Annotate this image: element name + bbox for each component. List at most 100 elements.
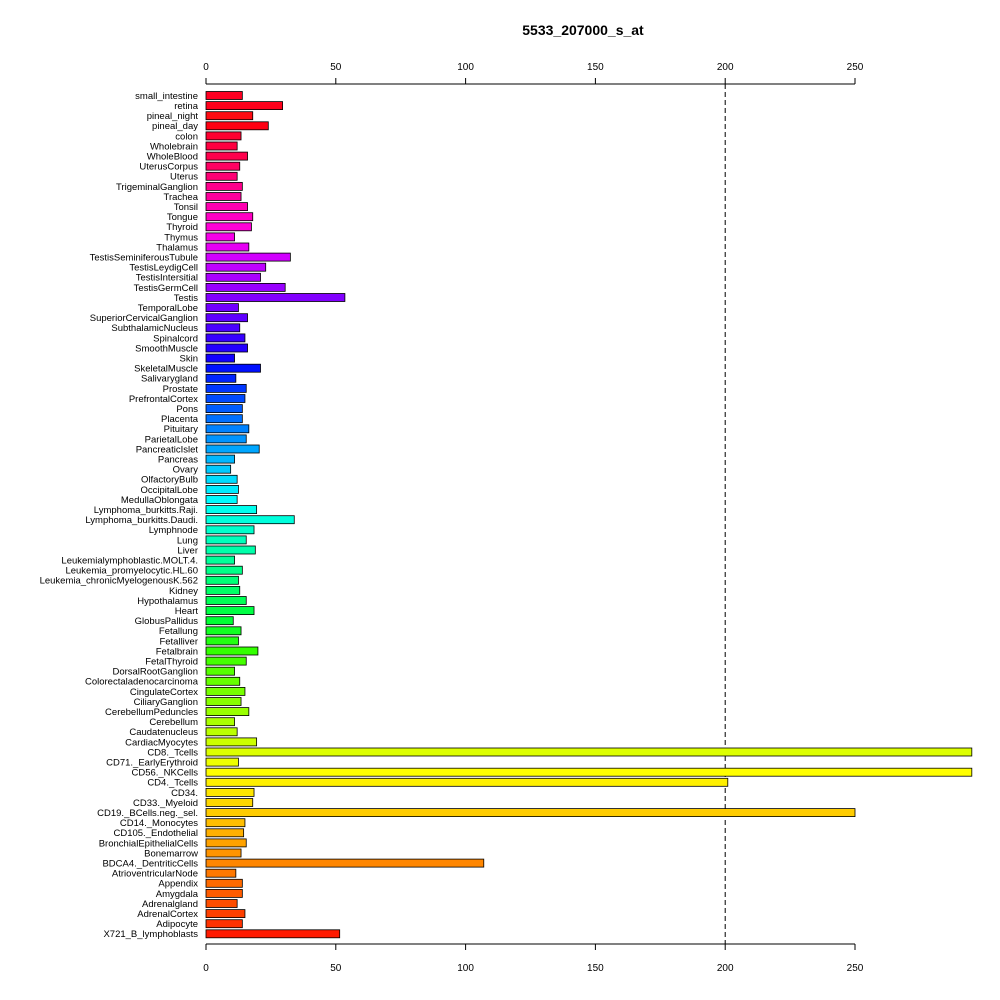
x-tick-label-bottom: 50 (330, 963, 342, 974)
bar (205, 161, 241, 171)
category-label: Wholebrain (150, 141, 198, 152)
bar (205, 707, 250, 716)
bar (205, 272, 261, 282)
category-label: Pancreas (158, 455, 198, 466)
category-label: BronchialEpithelialCells (99, 838, 199, 849)
bar (205, 555, 235, 565)
bar (205, 262, 267, 272)
bar (205, 606, 255, 615)
bar (205, 788, 255, 797)
chart-title: 5533_207000_s_at (522, 22, 644, 38)
category-label: CD34. (171, 788, 198, 799)
bar (205, 868, 237, 878)
bar (205, 878, 243, 888)
category-label: Skin (180, 354, 198, 365)
category-label: TrigeminalGanglion (116, 182, 198, 193)
category-label: Pons (176, 404, 198, 415)
category-label: TestisGermCell (134, 283, 198, 294)
category-label: Trachea (164, 192, 199, 203)
category-label: Thymus (164, 232, 198, 243)
category-label: Placenta (161, 414, 199, 425)
bar (205, 636, 239, 646)
bar (205, 141, 238, 151)
bar (205, 505, 258, 515)
bar (205, 181, 243, 191)
category-label: BDCA4._DentriticCells (102, 859, 198, 870)
bar (205, 171, 238, 181)
bar (205, 373, 237, 383)
bar (205, 808, 856, 817)
category-label: SuperiorCervicalGanglion (90, 313, 198, 324)
category-label: pineal_day (152, 121, 198, 132)
bar (205, 899, 238, 908)
category-label: Fetalliver (159, 636, 198, 647)
category-labels: small_intestineretinapineal_nightpineal_… (40, 91, 199, 940)
bar (205, 919, 243, 929)
bar (205, 596, 247, 605)
bar (205, 323, 241, 333)
bar (205, 676, 241, 686)
category-label: Thalamus (156, 242, 198, 253)
category-label: Kidney (169, 586, 198, 597)
bar (205, 414, 243, 424)
bar (205, 151, 248, 161)
bar (205, 252, 291, 262)
bar (205, 232, 235, 242)
bar (205, 222, 252, 232)
bar (205, 848, 242, 858)
category-label: Adipocyte (156, 919, 198, 930)
bar (205, 424, 250, 434)
bar (205, 131, 242, 141)
category-label: PrefrontalCortex (129, 394, 198, 405)
category-label: OccipitalLobe (140, 485, 198, 496)
bar (205, 474, 238, 484)
category-label: GlobusPallidus (135, 616, 199, 627)
bar (205, 838, 247, 848)
category-label: CingulateCortex (130, 687, 198, 698)
category-label: FetalThyroid (145, 657, 198, 668)
category-label: Lung (177, 535, 198, 546)
x-tick-label-top: 200 (717, 62, 734, 73)
bar (205, 101, 283, 110)
bar (205, 212, 254, 222)
x-tick-label-top: 250 (847, 62, 864, 73)
bar (205, 202, 248, 212)
x-tick-label-top: 100 (457, 62, 474, 73)
category-label: Heart (175, 606, 199, 617)
category-label: TestisLeydigCell (129, 263, 198, 274)
category-label: CiliaryGanglion (134, 697, 198, 708)
category-label: CD14._Monocytes (120, 818, 198, 829)
category-label: CD105._Endothelial (113, 828, 198, 839)
category-label: TestisSeminiferousTubule (90, 253, 198, 264)
bar (205, 464, 232, 474)
category-label: OlfactoryBulb (141, 475, 198, 486)
bar (205, 343, 248, 353)
category-label: X721_B_lymphoblasts (103, 929, 198, 940)
category-label: Fetalbrain (156, 646, 198, 657)
bars (205, 91, 973, 939)
category-label: CD19._BCells.neg._sel. (97, 808, 198, 819)
bar (205, 282, 286, 292)
bar (205, 909, 246, 918)
category-label: UterusCorpus (139, 162, 198, 173)
category-label: Ovary (173, 465, 199, 476)
bar (205, 515, 295, 525)
category-label: AtrioventricularNode (112, 869, 198, 880)
category-label: Tonsil (174, 202, 198, 213)
bar (205, 192, 242, 201)
bar (205, 727, 238, 737)
category-label: Pituitary (164, 424, 199, 435)
bar (205, 525, 255, 535)
category-label: PancreaticIslet (136, 444, 199, 455)
category-label: CD56._NKCells (131, 768, 198, 779)
category-label: Lymphoma_burkitts.Daudi. (85, 515, 198, 526)
category-label: MedullaOblongata (121, 495, 199, 506)
category-label: Amygdala (156, 889, 199, 900)
bar (205, 394, 246, 403)
bar (205, 747, 973, 757)
category-label: SmoothMuscle (135, 343, 198, 354)
bar (205, 363, 261, 373)
category-label: Cerebellum (149, 717, 198, 728)
x-tick-label-top: 0 (203, 62, 209, 73)
category-label: CD4._Tcells (147, 778, 198, 789)
